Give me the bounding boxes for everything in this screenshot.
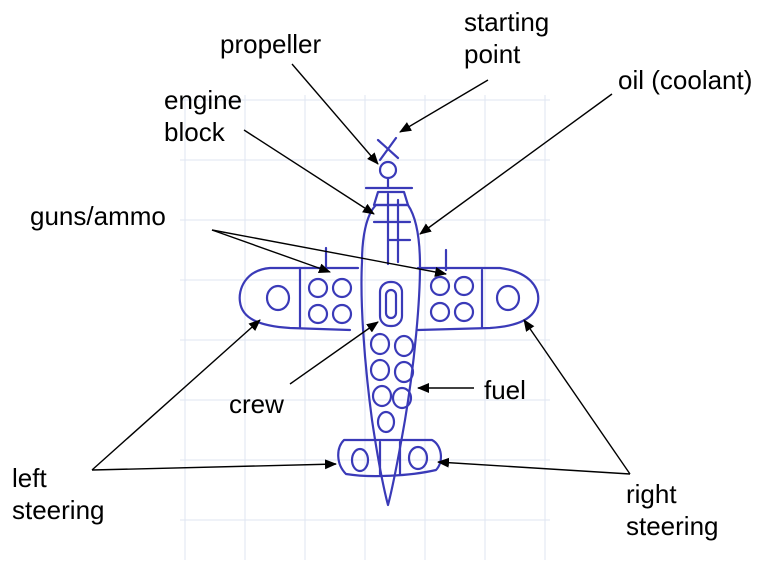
arrow-left-steering-wing — [91, 319, 261, 471]
label-starting-point: starting point — [464, 7, 550, 69]
airplane-sketch — [238, 136, 540, 507]
label-guns-ammo: guns/ammo — [30, 201, 166, 231]
tail-shape — [337, 438, 442, 478]
arrow-starting-point — [399, 79, 489, 133]
fuselage-shape — [360, 203, 422, 507]
arrow-right-steering-wing — [523, 319, 631, 475]
label-propeller: propeller — [220, 29, 322, 59]
crew-cockpit-shape — [378, 280, 404, 328]
label-right-steering: right steering — [626, 479, 719, 541]
engine-block-shape — [372, 190, 410, 207]
label-crew: crew — [229, 389, 284, 419]
label-left-steering: left steering — [12, 463, 105, 525]
label-engine-block: engine block — [164, 85, 243, 147]
label-oil-coolant: oil (coolant) — [618, 65, 753, 95]
right-wing-shape — [416, 266, 540, 332]
propeller-shape — [378, 160, 398, 180]
arrow-oil — [419, 93, 613, 235]
arrow-crew — [289, 321, 379, 385]
arrow-guns-ammo-left — [211, 229, 331, 274]
arrow-propeller — [291, 63, 379, 165]
arrow-engine-block — [243, 129, 375, 215]
arrow-right-steering-tail — [437, 457, 631, 475]
arrow-left-steering-tail — [91, 459, 337, 471]
label-fuel: fuel — [484, 375, 526, 405]
annotation-arrows — [91, 63, 631, 475]
left-wing-shape — [238, 266, 352, 332]
arrow-guns-ammo-right — [211, 229, 447, 277]
